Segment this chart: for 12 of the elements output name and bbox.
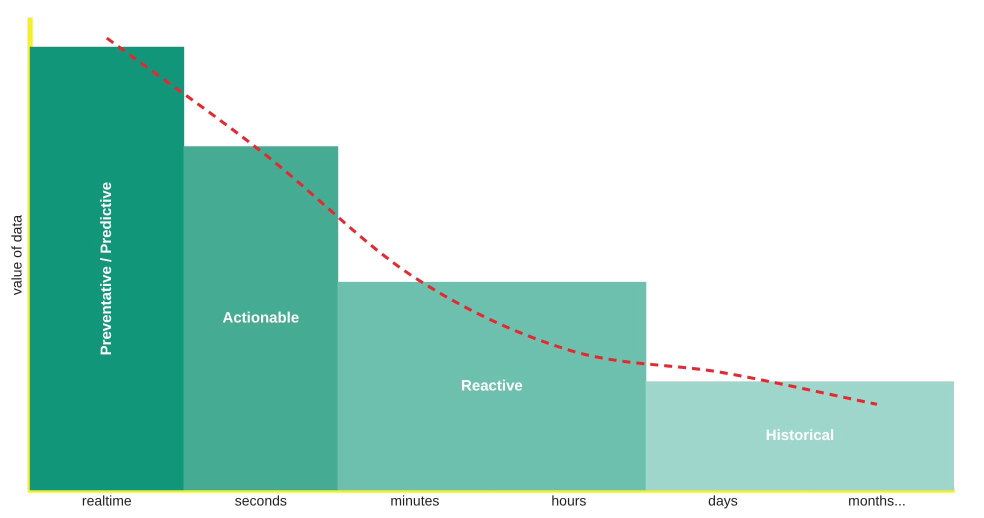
x-tick-label: realtime (82, 492, 132, 508)
x-tick-label: hours (551, 492, 586, 508)
annotation: Actionable (222, 310, 300, 327)
x-tick-label: months... (848, 492, 906, 508)
x-tick-label: minutes (390, 492, 440, 508)
x-tick-label: days (708, 492, 738, 508)
annotation: Historical (766, 427, 834, 444)
x-tick-label: seconds (234, 492, 287, 508)
annotation: Reactive (461, 377, 523, 394)
annotation: Preventative / Predictive (98, 182, 115, 356)
y-axis-title: value of data (8, 214, 24, 296)
bar (184, 146, 338, 490)
